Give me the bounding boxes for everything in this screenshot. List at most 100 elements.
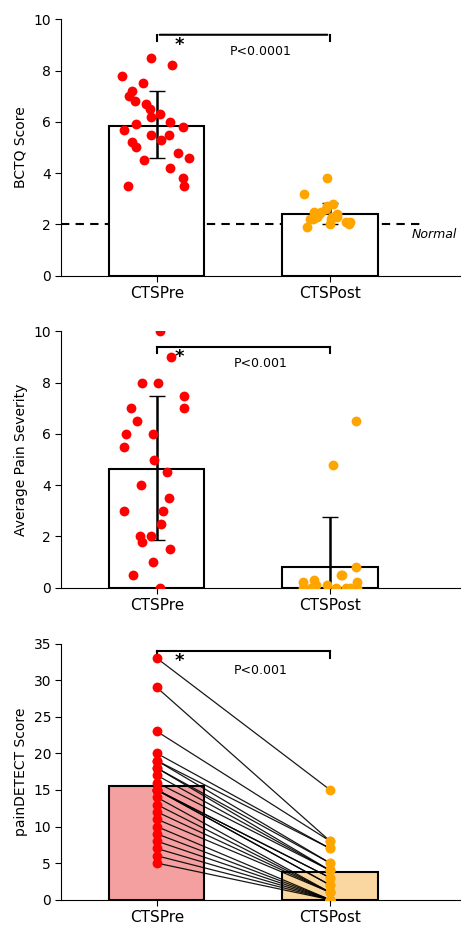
Point (326, 841, 334, 856)
Y-axis label: BCTQ Score: BCTQ Score (14, 107, 28, 189)
Point (326, 217, 334, 232)
Point (326, 863, 334, 878)
Point (353, 575, 360, 590)
Point (153, 768, 161, 783)
Text: P<0.0001: P<0.0001 (230, 45, 292, 58)
Point (140, 153, 148, 168)
Point (326, 885, 334, 900)
Point (153, 782, 161, 797)
Text: *: * (174, 36, 183, 54)
Point (120, 439, 128, 454)
Point (165, 127, 173, 142)
Point (346, 580, 354, 595)
Point (326, 892, 334, 907)
Text: *: * (174, 653, 183, 670)
Point (166, 542, 174, 557)
Text: P<0.001: P<0.001 (234, 357, 288, 370)
Point (313, 577, 320, 593)
Point (153, 855, 161, 870)
Y-axis label: Average Pain Severity: Average Pain Severity (14, 383, 28, 536)
Point (329, 457, 337, 472)
Point (157, 132, 164, 147)
Point (326, 892, 334, 907)
Point (147, 127, 155, 142)
Point (326, 870, 334, 885)
Point (128, 135, 136, 150)
Point (338, 567, 346, 582)
Point (147, 51, 155, 66)
Point (326, 878, 334, 893)
Point (353, 560, 360, 575)
Point (154, 376, 161, 391)
Point (299, 575, 307, 590)
Point (326, 855, 334, 870)
Point (153, 826, 161, 841)
Point (181, 178, 188, 193)
Point (342, 214, 350, 229)
Point (125, 88, 132, 103)
Point (128, 84, 136, 99)
Point (153, 848, 161, 863)
Point (153, 782, 161, 797)
Point (326, 885, 334, 900)
Point (352, 413, 360, 428)
Point (310, 204, 318, 219)
Point (323, 199, 330, 214)
Bar (283, 872, 378, 900)
Point (313, 209, 321, 224)
Point (153, 841, 161, 856)
Point (326, 892, 334, 907)
Point (326, 863, 334, 878)
Text: Normal: Normal (411, 228, 456, 241)
Point (326, 834, 334, 849)
Point (166, 161, 174, 176)
Point (138, 376, 146, 391)
Point (332, 580, 339, 595)
Point (153, 775, 161, 790)
Point (322, 202, 329, 217)
Point (153, 753, 161, 768)
Point (153, 680, 161, 695)
Point (329, 196, 337, 211)
Point (153, 761, 161, 776)
Point (146, 101, 154, 116)
Point (317, 204, 325, 219)
Point (164, 465, 171, 480)
Point (153, 805, 161, 820)
Point (306, 211, 314, 226)
Point (309, 211, 317, 226)
Y-axis label: painDETECT Score: painDETECT Score (14, 707, 28, 836)
Point (353, 580, 361, 595)
Point (180, 388, 188, 403)
Point (133, 116, 140, 131)
Point (156, 324, 164, 339)
Text: P<0.001: P<0.001 (234, 664, 288, 677)
Point (326, 885, 334, 900)
Point (326, 892, 334, 907)
Point (326, 855, 334, 870)
Point (137, 478, 145, 493)
Point (181, 401, 188, 416)
Point (153, 782, 161, 797)
Point (153, 811, 161, 826)
Bar (109, 786, 204, 900)
Point (147, 109, 155, 124)
Point (323, 577, 330, 593)
Point (326, 885, 334, 900)
Point (120, 503, 128, 518)
Point (326, 878, 334, 893)
Point (147, 529, 155, 544)
Point (167, 349, 175, 364)
Point (150, 452, 158, 467)
Point (153, 746, 161, 761)
Point (179, 119, 187, 134)
Point (327, 211, 335, 226)
Point (299, 580, 307, 595)
Point (153, 753, 161, 768)
Point (153, 834, 161, 849)
Point (328, 209, 336, 224)
Text: *: * (174, 348, 183, 366)
Point (153, 819, 161, 834)
Point (118, 69, 126, 84)
Point (168, 58, 176, 73)
